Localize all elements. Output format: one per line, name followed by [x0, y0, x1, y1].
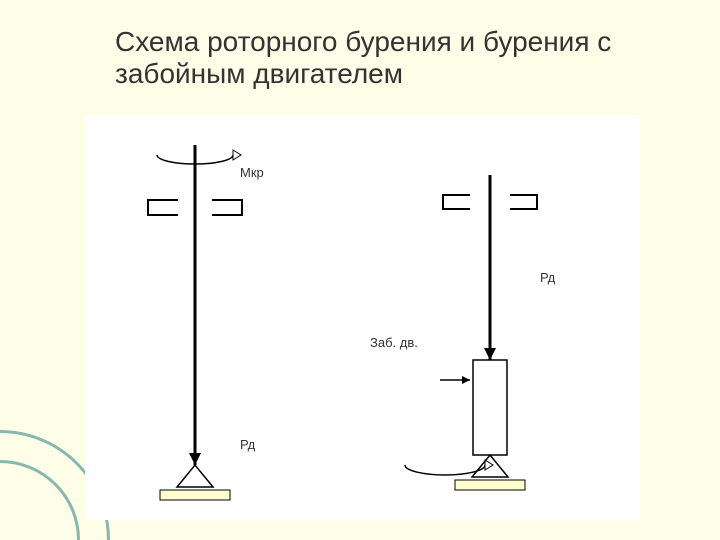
slide: Схема роторного бурения и бурения с забо… — [0, 0, 720, 540]
label-rd-right: Рд — [540, 270, 555, 285]
diagram-svg — [0, 0, 720, 540]
label-mkr: Мкр — [240, 165, 264, 180]
label-zab-dv: Заб. дв. — [370, 335, 418, 350]
label-rd-left: Рд — [240, 437, 255, 452]
